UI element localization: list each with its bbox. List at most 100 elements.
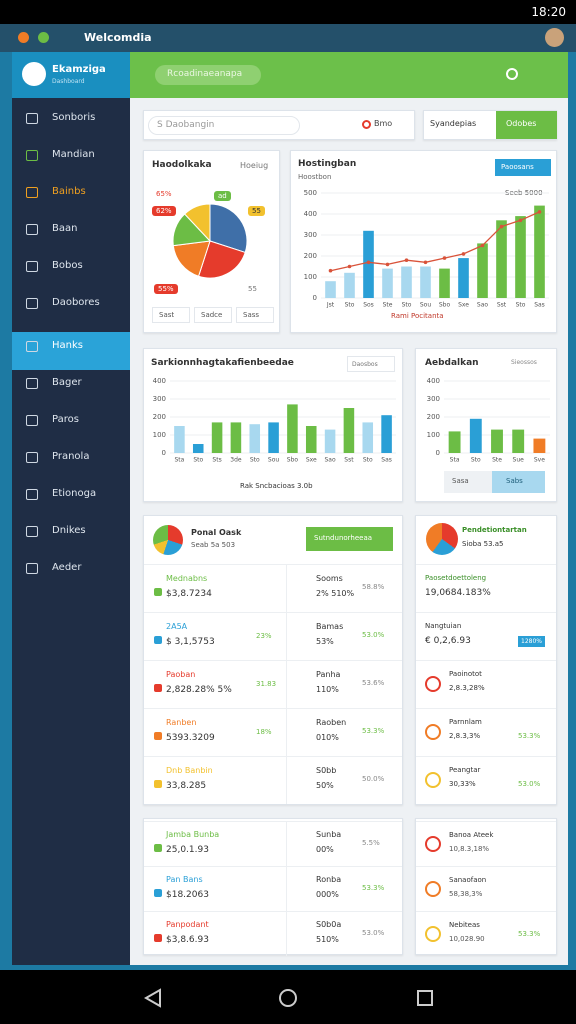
recents[interactable] [417, 990, 433, 1006]
search-input[interactable]: S Daobangin [148, 116, 300, 135]
row-name: Paosetdoettoleng [425, 574, 487, 582]
bar [305, 426, 317, 453]
avatar[interactable] [545, 28, 564, 47]
row-value: 2,828.28% 5% [166, 685, 232, 695]
nav-item[interactable]: Hanks [52, 340, 83, 351]
list-subtitle: Sioba 53.a5 [462, 540, 504, 548]
y-tick-label: 400 [153, 377, 166, 385]
row-sep [286, 821, 287, 866]
filter-button[interactable]: Odobes [496, 111, 557, 139]
bar [324, 429, 336, 453]
brand: Ekamziga Dashboard [12, 52, 130, 98]
nav-icon [26, 563, 38, 574]
filter-button[interactable]: Syandepias [430, 119, 477, 128]
top-search[interactable]: Rcoadinaeanapa [155, 65, 261, 85]
row-value: $18.2063 [166, 889, 209, 900]
nav-item[interactable]: Baan [52, 223, 78, 234]
y-tick-label: 100 [304, 273, 317, 281]
y-tick-label: 0 [313, 294, 317, 302]
row-value: € 0,2,6.93 [425, 636, 471, 646]
card-button[interactable]: Sasa [444, 471, 492, 493]
row-divider [416, 564, 556, 565]
nav-item[interactable]: Dnikes [52, 525, 86, 536]
pie-slice [209, 203, 248, 254]
row-pct: 5.5% [362, 838, 380, 847]
x-tick-label: Sos [363, 302, 374, 309]
card-button[interactable]: Sabs [492, 471, 545, 493]
y-tick-label: 400 [427, 377, 440, 385]
x-tick-label: Sta [174, 457, 184, 464]
row-divider [416, 708, 556, 709]
row-name-2: Panha [316, 670, 341, 679]
sidebar: Ekamziga Dashboard Sonboris Mandian Bainbs… [12, 52, 130, 965]
nav-item[interactable]: Bainbs [52, 186, 86, 197]
row-name-2: Bamas [316, 622, 344, 631]
nav-item[interactable]: Aeder [52, 562, 82, 573]
home[interactable] [279, 989, 297, 1007]
nav-item[interactable]: Daobores [52, 297, 100, 308]
row-badge: 23% [256, 632, 272, 640]
nav-item[interactable]: Paros [52, 414, 79, 425]
pie-button[interactable]: Sass [236, 307, 274, 323]
line-point [328, 268, 333, 273]
nav-item[interactable]: Sonboris [52, 112, 96, 123]
top-bar: Rcoadinaeanapa [130, 52, 568, 98]
nav-icons [143, 988, 433, 1008]
row-name-2: Sooms [316, 574, 343, 583]
row-sep [286, 564, 287, 612]
filter-button[interactable]: Bmo [374, 119, 393, 128]
row-value: $3,8.6.93 [166, 934, 209, 945]
row-value-2: 010% [316, 733, 339, 742]
bar [268, 422, 279, 453]
row-value: 19,0684.183% [425, 588, 491, 598]
row-value: 10,028.90 [449, 934, 485, 943]
row-divider [416, 821, 556, 822]
bar [448, 431, 461, 453]
pie-button[interactable]: Sadce [194, 307, 232, 323]
row-value: 25,0.1.93 [166, 844, 209, 855]
pie-button[interactable]: Sast [152, 307, 190, 323]
pie-tag: 55% [154, 284, 178, 294]
card-title: Aebdalkan [425, 358, 479, 368]
y-tick-label: 200 [427, 413, 440, 421]
row-value: 10,8.3,18% [449, 844, 490, 853]
bar [363, 230, 374, 298]
row-icon [154, 588, 162, 596]
filter-row-2: Syandepias Odobes [423, 110, 557, 140]
search-icon[interactable] [506, 68, 518, 80]
list-card: Pendetiontartan Sioba 53.a5 Paosetdoettole… [415, 515, 557, 805]
pie-tag: 55 [248, 206, 265, 216]
list-pie [153, 525, 183, 555]
row-value: 2,8.3,28% [449, 684, 485, 692]
row-name: Sanaofaon [449, 875, 487, 884]
line-point [366, 260, 371, 265]
bar [192, 444, 204, 453]
line [330, 211, 540, 272]
bar [211, 422, 223, 453]
nav-item[interactable]: Bobos [52, 260, 83, 271]
nav-item[interactable]: Bager [52, 377, 82, 388]
row-name-2: Ronba [316, 874, 342, 884]
nav-item[interactable]: Mandian [52, 149, 95, 160]
content: S Daobangin Bmo Syandepias Odobes Haodolkaka… [130, 98, 568, 965]
list-button[interactable]: Sutndunorheeaa [306, 527, 393, 551]
x-tick-label: Sta [450, 457, 460, 464]
row-pct: 53.0% [362, 631, 385, 639]
nav-item[interactable]: Pranola [52, 451, 90, 462]
filter-dot [362, 120, 371, 129]
row-value-2: 510% [316, 934, 339, 944]
row-badge: 1280% [518, 636, 545, 647]
row-name: 2A5A [166, 622, 188, 631]
nav-item[interactable]: Etionoga [52, 488, 97, 499]
row-name: Panpodant [166, 919, 209, 929]
back[interactable] [143, 988, 161, 1008]
small-card: Aebdalkan Sieossos 0 100 200 300 400 Sta Sto Ste S… [415, 348, 557, 502]
card-button[interactable]: Paoosans [495, 159, 551, 176]
row-pct: 53.0% [518, 780, 541, 788]
row-name: Ranben [166, 718, 197, 727]
x-tick-label: Ste [492, 457, 502, 464]
card-button[interactable]: Daosbos [347, 356, 395, 372]
x-tick-label: Jst [326, 302, 335, 309]
row-sep [286, 660, 287, 708]
